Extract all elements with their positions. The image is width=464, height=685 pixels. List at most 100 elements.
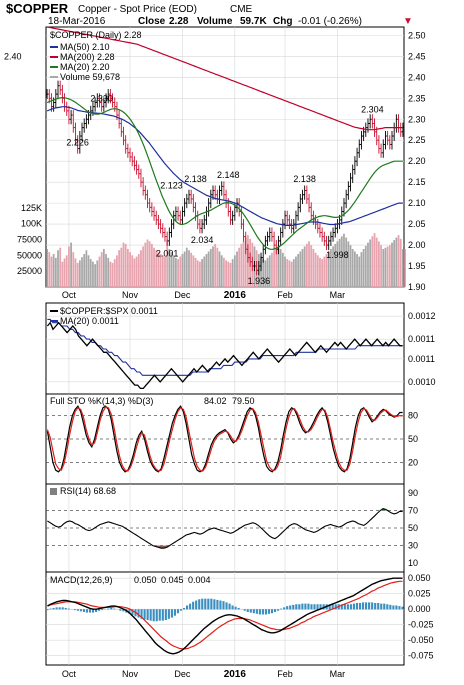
macd-histogram-bar — [264, 609, 268, 615]
rsi-axis-tick-label: 70 — [408, 505, 418, 515]
macd-histogram-bar — [334, 604, 337, 610]
price-annotation: 2.226 — [66, 137, 89, 147]
price-annotation: 2.138 — [293, 174, 316, 184]
sto-axis-tick-label: 50 — [408, 434, 418, 444]
volume-bar — [133, 258, 136, 287]
volume-bar — [164, 256, 166, 287]
sto-axis-tick-label: 80 — [408, 411, 418, 421]
macd-x-axis-label: Mar — [330, 669, 346, 679]
price-x-axis-label: Nov — [122, 290, 139, 300]
price-axis-tick-label: 1.95 — [408, 261, 426, 271]
volume-bar — [308, 241, 310, 287]
price-tag-left: 2.40 — [4, 51, 22, 61]
chg-down-arrow-icon: ▼ — [403, 16, 413, 27]
volume-bar — [281, 252, 284, 287]
volume-bar — [116, 255, 118, 287]
volume-label: Volume — [197, 16, 233, 27]
sto-legend-label: Full STO %K(14,3) %D(3) — [50, 396, 153, 406]
rsi-legend-swatch — [50, 488, 57, 495]
volume-bar — [129, 252, 131, 287]
macd-histogram-bar — [358, 603, 362, 610]
macd-histogram-bar — [176, 609, 180, 614]
macd-histogram-bar — [225, 602, 228, 610]
volume-bar — [146, 239, 149, 287]
volume-bar — [207, 251, 210, 287]
date-label: 18-Mar-2016 — [48, 16, 106, 27]
macd-legend-label: MACD(12,26,9) — [50, 575, 113, 585]
volume-bar — [268, 255, 271, 287]
macd-histogram-bar — [143, 609, 146, 620]
volume-bar — [229, 262, 232, 287]
macd-histogram-bar — [304, 603, 307, 610]
macd-legend-macd-value: 0.050 — [134, 575, 157, 585]
macd-x-axis-label: Nov — [122, 669, 139, 679]
volume-bar — [120, 247, 123, 287]
volume-bar — [107, 257, 110, 287]
macd-histogram-bar — [122, 609, 125, 612]
rsi-legend-label: RSI(14) 68.68 — [60, 486, 116, 496]
rsi-axis-tick-label: 90 — [408, 488, 418, 498]
macd-histogram-bar — [73, 609, 76, 611]
volume-bar — [212, 246, 214, 287]
volume-bar — [124, 243, 127, 287]
macd-histogram-bar — [61, 607, 64, 610]
rsi-line — [47, 507, 403, 549]
macd-histogram-bar — [64, 607, 67, 610]
price-x-axis-label: Oct — [62, 290, 77, 300]
rsi-axis-tick-label: 50 — [408, 523, 418, 533]
volume-bar — [292, 259, 295, 287]
price-x-axis-label: Mar — [330, 290, 346, 300]
price-axis-tick-label: 2.50 — [408, 30, 426, 40]
macd-histogram-bar — [204, 598, 207, 610]
volume-bar — [89, 259, 92, 287]
macd-histogram-bar — [137, 609, 140, 618]
volume-bar — [159, 254, 162, 287]
macd-histogram-bar — [94, 609, 98, 612]
macd-histogram-bar — [237, 607, 240, 610]
volume-bar — [323, 256, 326, 287]
volume-bar — [260, 256, 262, 287]
volume-bar — [181, 254, 184, 287]
volume-bar — [74, 258, 77, 287]
macd-histogram-bar — [189, 603, 192, 610]
macd-axis-tick-label: -0.075 — [408, 651, 434, 661]
ratio-axis-tick-label: 0.0011 — [408, 334, 435, 344]
volume-bar — [334, 243, 337, 287]
volume-bar — [48, 252, 51, 287]
volume-bar — [275, 247, 278, 287]
volume-bar — [233, 255, 236, 287]
chg-label: Chg — [273, 16, 292, 27]
macd-histogram-bar — [328, 604, 331, 610]
price-annotation: 2.138 — [184, 174, 207, 184]
macd-histogram-bar — [368, 602, 371, 610]
macd-histogram-bar — [371, 602, 374, 610]
volume-bar — [81, 257, 83, 287]
volume-bar — [358, 256, 361, 287]
volume-bar — [205, 254, 208, 287]
volume-bar — [166, 239, 169, 287]
price-annotation: 2.034 — [191, 235, 214, 245]
volume-bar — [393, 240, 396, 287]
chg-value: -0.01 (-0.26%) — [298, 16, 362, 27]
macd-histogram-bar — [88, 609, 92, 613]
macd-histogram-bar — [261, 609, 264, 615]
macd-axis-tick-label: -0.025 — [408, 620, 434, 630]
volume-bar — [46, 248, 48, 287]
macd-histogram-bar — [131, 609, 134, 616]
volume-bar — [196, 260, 199, 287]
price-axis-tick-label: 2.00 — [408, 240, 426, 250]
volume-bar — [153, 247, 155, 287]
volume-bar — [371, 236, 374, 287]
rsi-oversold-fill — [165, 545, 169, 548]
volume-bar — [192, 255, 195, 287]
volume-bar — [264, 260, 267, 287]
price-x-axis-label: Dec — [174, 290, 191, 300]
volume-axis-tick-label: 100K — [21, 219, 42, 229]
volume-bar — [378, 241, 380, 287]
macd-histogram-bar — [113, 608, 116, 610]
close-label: Close — [138, 16, 166, 27]
volume-bar — [303, 246, 306, 287]
volume-bar — [319, 257, 321, 287]
macd-histogram-bar — [349, 604, 352, 610]
